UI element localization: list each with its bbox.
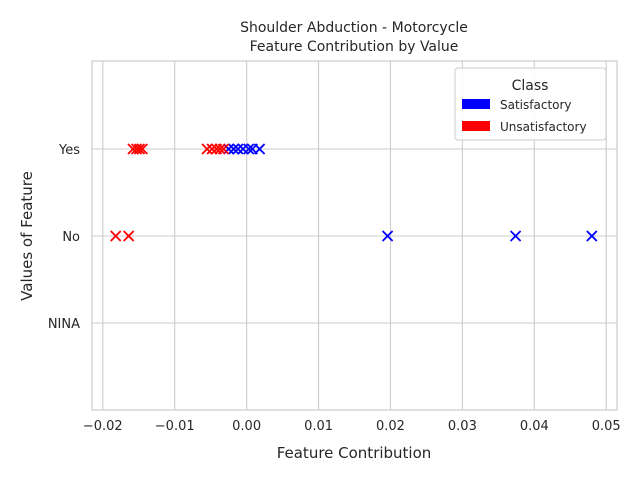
x-tick-label: −0.01 — [155, 419, 195, 434]
x-tick-label: 0.01 — [304, 419, 333, 434]
chart-title: Shoulder Abduction - Motorcycle — [240, 20, 468, 36]
x-tick-label: −0.02 — [83, 419, 123, 434]
x-tick-label: 0.04 — [520, 419, 549, 434]
x-tick-label: 0.02 — [376, 419, 405, 434]
y-tick-labels: Yes No NINA — [48, 143, 80, 332]
legend-box — [454, 67, 607, 141]
y-tick-label: Yes — [58, 143, 80, 158]
chart-subtitle: Feature Contribution by Value — [250, 39, 459, 55]
data-point-satisfactory — [381, 230, 394, 242]
x-axis-label: Feature Contribution — [277, 444, 432, 462]
data-point-satisfactory — [586, 230, 598, 242]
legend-swatch-unsatisfactory — [462, 121, 490, 131]
plot-frame — [91, 60, 618, 411]
x-tick-label: 0.03 — [448, 419, 477, 434]
legend: Class Satisfactory Unsatisfactory — [454, 67, 607, 141]
x-tick-label: 0.00 — [232, 419, 261, 434]
data-point-unsatisfactory — [123, 230, 135, 242]
data-point-satisfactory — [509, 230, 522, 242]
legend-title: Class — [512, 78, 549, 94]
data-point-unsatisfactory — [217, 143, 230, 155]
data-point-satisfactory — [223, 143, 235, 155]
x-tick-label: 0.05 — [592, 419, 621, 434]
y-tick-label: No — [62, 230, 80, 245]
data-point-unsatisfactory — [136, 143, 148, 155]
data-point-unsatisfactory — [201, 143, 213, 155]
legend-label-satisfactory: Satisfactory — [500, 98, 572, 112]
data-points — [110, 143, 598, 242]
data-point-unsatisfactory — [110, 230, 122, 242]
y-tick-label: NINA — [48, 317, 80, 332]
y-axis-label: Values of Feature — [18, 171, 36, 301]
legend-swatch-satisfactory — [462, 99, 490, 109]
legend-label-unsatisfactory: Unsatisfactory — [500, 120, 587, 134]
data-point-satisfactory — [232, 143, 244, 155]
data-point-unsatisfactory — [214, 143, 226, 155]
x-tick-labels: −0.02 −0.01 0.00 0.01 0.02 0.03 0.04 0.05 — [83, 419, 621, 434]
data-point-satisfactory — [253, 143, 266, 155]
data-point-satisfactory — [243, 143, 255, 155]
data-point-unsatisfactory — [133, 143, 146, 155]
data-point-satisfactory — [228, 143, 240, 155]
